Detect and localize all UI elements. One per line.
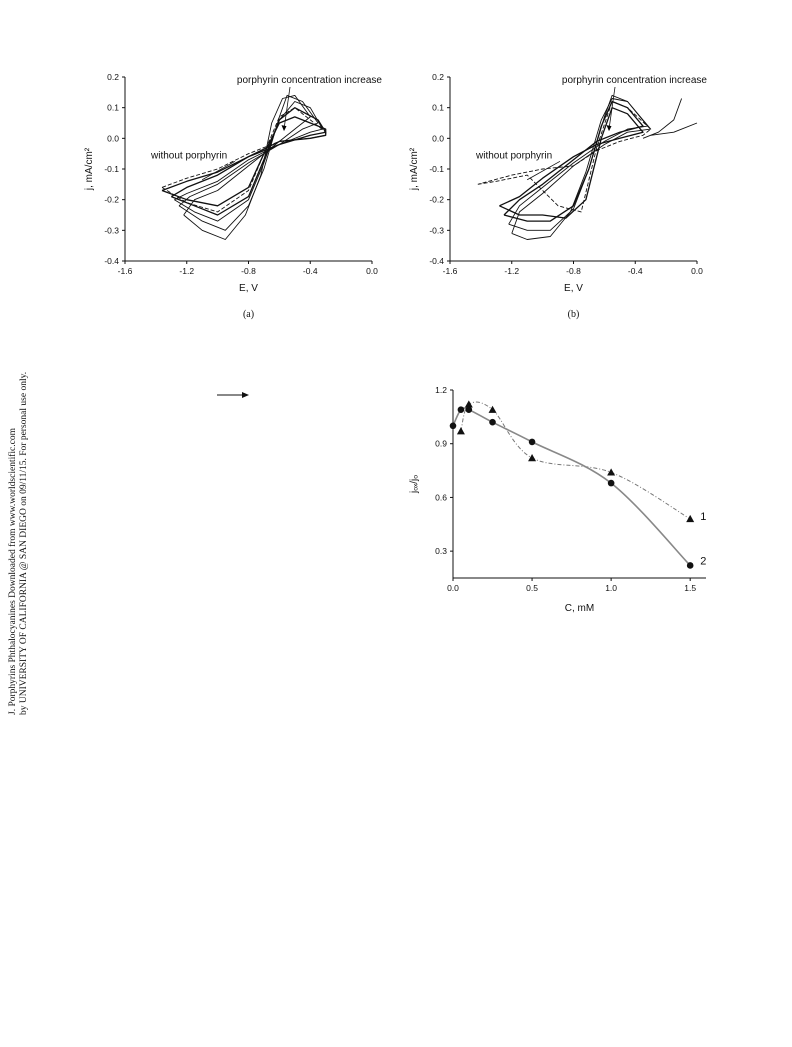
series-1-point: [686, 514, 695, 523]
cv-curve-4: [174, 101, 324, 222]
y-tick-label: -0.3: [104, 225, 119, 235]
figure-caption: (a): [243, 309, 254, 320]
annotation-concentration: porphyrin concentration increase: [562, 75, 708, 86]
series-1-point: [456, 427, 465, 435]
x-tick-label: 0.0: [447, 583, 459, 593]
annotation-arrowhead: [281, 125, 287, 132]
x-tick-label: -1.6: [118, 266, 133, 276]
x-tick-label: 0.5: [526, 583, 538, 593]
x-tick-label: 0.0: [691, 266, 703, 276]
x-tick-label: -1.2: [504, 266, 519, 276]
series-2-point: [457, 406, 465, 413]
cv-curve-5: [178, 94, 319, 231]
cv-curve-6: [183, 94, 311, 240]
y-tick-label: 0.1: [107, 103, 119, 113]
cv-curve-1: [161, 107, 327, 213]
y-tick-label: -0.1: [429, 164, 444, 174]
download-notice-sidebar: J. Porphyrins Phthalocyanines Downloaded…: [4, 330, 29, 720]
annotation-without-pointer: [201, 160, 236, 181]
y-tick-label: -0.4: [104, 256, 119, 266]
y-axis-label: j, mA/cm²: [409, 147, 420, 191]
y-tick-label: 0.6: [435, 492, 447, 502]
cv-curve-1: [477, 101, 652, 213]
series-2-point: [449, 422, 457, 430]
annotation-without: without porphyrin: [475, 150, 552, 161]
figure-a: 0.2 0.1 0.0 -0.1 -0.2 -0.3 -0.4 -1.6 -1.2 -0.8 -0.…: [70, 62, 400, 327]
y-tick-label: 0.3: [435, 546, 447, 556]
series-2-point: [465, 406, 473, 413]
y-tick-label: -0.2: [104, 195, 119, 205]
series-2-label: 2: [700, 555, 706, 567]
y-tick-label: -0.4: [429, 256, 444, 266]
x-tick-label: 1.0: [605, 583, 617, 593]
x-tick-label: -1.6: [443, 266, 458, 276]
series-1-point: [464, 400, 473, 408]
series-1-label: 1: [700, 511, 706, 523]
x-tick-label: -0.8: [566, 266, 581, 276]
figure-b: 0.2 0.1 0.0 -0.1 -0.2 -0.3 -0.4 -1.6 -1.2 -0.8 -0.…: [395, 62, 725, 327]
y-tick-label: -0.3: [429, 225, 444, 235]
x-tick-label: -0.4: [303, 266, 318, 276]
series-1-point: [528, 454, 537, 462]
annotation-arrowhead: [606, 125, 612, 132]
chart-b: 0.20.10.0-0.1-0.2-0.3-0.4-1.6 -1.2 -0.8 -0.…: [409, 72, 708, 320]
cv-curve-3: [503, 100, 644, 222]
y-tick-label: 1.2: [435, 385, 447, 395]
y-tick-label: 0.0: [432, 133, 444, 143]
chart-a: 0.20.10.0-0.1-0.2-0.3-0.4-1.6 -1.2 -0.8 -0.…: [84, 72, 383, 320]
annotation-without: without porphyrin: [150, 150, 227, 161]
series-1-line: [460, 401, 691, 520]
cv-curve-2: [499, 107, 644, 219]
x-tick-label: -1.2: [179, 266, 194, 276]
y-tick-label: -0.1: [104, 164, 119, 174]
figure-caption: (b): [568, 309, 580, 320]
figure-c: 1.2 0.9 0.6 0.3 0.0 0.5 1.0 1.5 C, mM jₒₓ/jₒ 1 2: [395, 378, 725, 633]
cv-curve-2: [161, 116, 327, 207]
x-tick-label: 0.0: [366, 266, 378, 276]
y-axis-label: jₒₓ/jₒ: [409, 475, 420, 494]
annotation-pointer: [608, 86, 616, 130]
y-tick-label: 0.9: [435, 439, 447, 449]
cv-curve-7: [650, 122, 698, 136]
series-2-point: [528, 438, 536, 446]
arrow-mark: [216, 388, 250, 400]
x-axis-label: C, mM: [565, 603, 594, 614]
x-axis-label: E, V: [239, 283, 258, 294]
cv-curve-5: [511, 98, 652, 240]
annotation-without-pointer: [526, 160, 561, 181]
download-notice-line-2: by UNIVERSITY OF CALIFORNIA @ SAN DIEGO …: [19, 372, 28, 715]
y-tick-label: 0.0: [107, 133, 119, 143]
cv-curve-3: [170, 107, 327, 216]
series-1-point: [607, 468, 616, 476]
series-1-point: [488, 405, 497, 413]
x-tick-label: -0.8: [241, 266, 256, 276]
y-tick-label: 0.2: [432, 72, 444, 82]
x-tick-label: 1.5: [684, 583, 696, 593]
series-2-point: [489, 418, 496, 426]
y-axis-label: j, mA/cm²: [84, 147, 95, 191]
series-2-point: [607, 479, 615, 487]
chart-c: 1.2 0.9 0.6 0.3 0.0 0.5 1.0 1.5 C, mM jₒₓ/jₒ 1 2: [409, 385, 706, 614]
y-tick-label: 0.1: [432, 103, 444, 113]
download-notice-line-1: J. Porphyrins Phthalocyanines Downloaded…: [7, 427, 18, 715]
annotation-pointer: [283, 86, 291, 130]
annotation-concentration: porphyrin concentration increase: [237, 75, 383, 86]
y-tick-label: 0.2: [107, 72, 119, 82]
x-axis-label: E, V: [564, 283, 583, 294]
x-tick-label: -0.4: [628, 266, 643, 276]
series-2-line: [452, 407, 691, 567]
series-2-point: [686, 562, 694, 569]
cv-curve-6: [642, 98, 683, 139]
y-tick-label: -0.2: [429, 195, 444, 205]
